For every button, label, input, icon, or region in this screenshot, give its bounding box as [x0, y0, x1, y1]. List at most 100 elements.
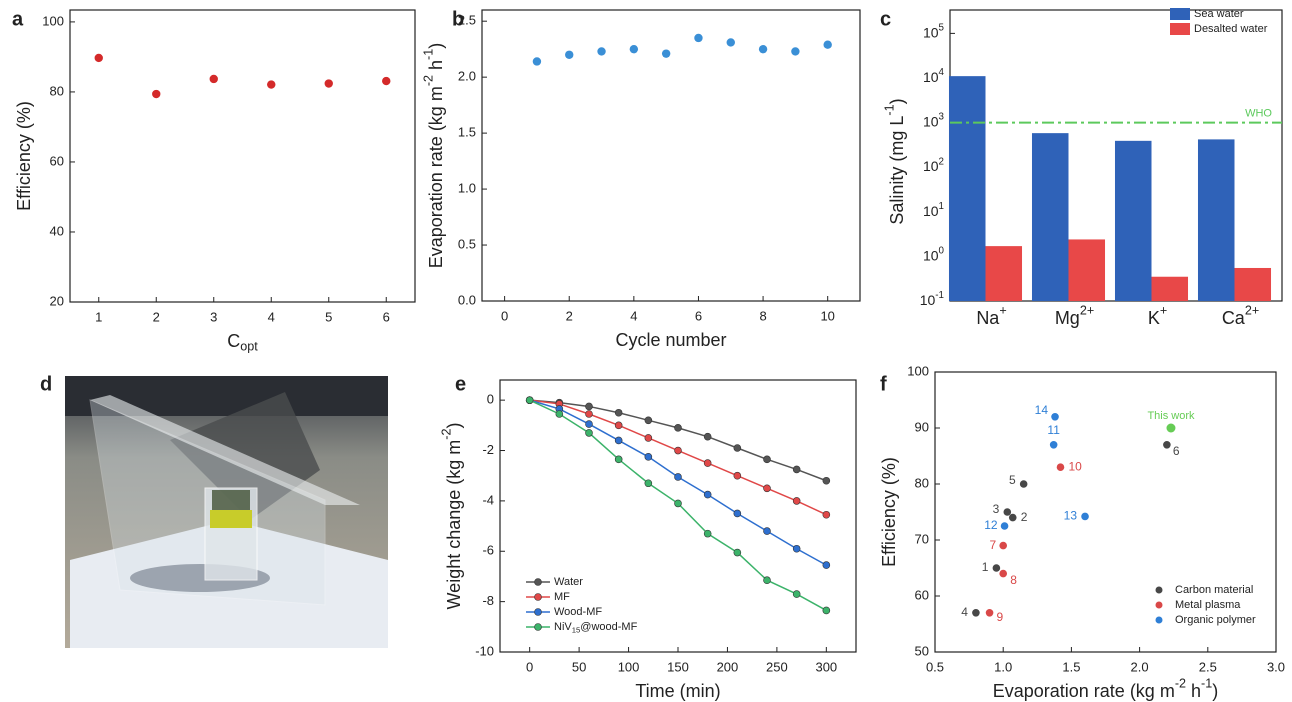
- point: [324, 79, 333, 88]
- marker: [822, 606, 831, 615]
- annotation: This work: [1147, 410, 1195, 422]
- x-tick-label: 50: [572, 659, 586, 674]
- text-part: 10: [920, 292, 936, 308]
- point: [629, 44, 639, 54]
- legend-label: Water: [554, 576, 583, 588]
- text-part: 10: [923, 69, 939, 85]
- legend-label: NiV15@wood-MF: [554, 621, 638, 634]
- point-label: 8: [1010, 573, 1017, 587]
- marker: [585, 402, 593, 411]
- text-part: ): [887, 98, 907, 104]
- text-part: Mg: [1055, 308, 1080, 328]
- y-tick-label: 20: [50, 293, 64, 308]
- marker: [703, 490, 712, 499]
- point: [758, 44, 768, 54]
- marker: [703, 432, 712, 441]
- line: [529, 399, 827, 482]
- x-tick-label: 4: [630, 308, 637, 323]
- legend-label: Organic polymer: [1175, 614, 1256, 626]
- text-part: +: [1160, 304, 1167, 318]
- text-part: -2: [1175, 677, 1186, 691]
- marker: [733, 509, 742, 518]
- point: [565, 50, 574, 59]
- panel-label: f: [880, 373, 887, 395]
- text-part: h: [426, 60, 446, 75]
- point: [267, 80, 276, 89]
- text-part: -2: [422, 75, 436, 86]
- x-tick-label: 8: [759, 308, 766, 323]
- x-tick-label: 6: [695, 308, 702, 323]
- x-axis-label: Evaporation rate (kg m-2 h-1): [993, 677, 1219, 701]
- marker: [644, 434, 653, 442]
- legend-marker: [534, 623, 542, 631]
- bar: [1234, 267, 1272, 301]
- point: [661, 49, 671, 58]
- marker: [792, 590, 801, 598]
- x-tick-label: 5: [325, 309, 332, 324]
- panel-label: c: [880, 8, 891, 30]
- text-part: 10: [923, 158, 939, 174]
- point: [1056, 463, 1065, 472]
- plot-frame: [481, 9, 861, 302]
- legend-label: Carbon material: [1175, 584, 1253, 596]
- point: [999, 541, 1007, 550]
- photo: [65, 376, 388, 648]
- x-tick-label: 1.5: [1062, 659, 1080, 674]
- point-label: 1: [982, 560, 989, 574]
- x-tick-label: Ca2+: [1222, 304, 1259, 328]
- panel-label: a: [12, 8, 24, 30]
- legend-label: Sea water: [1194, 8, 1244, 20]
- bar: [1031, 133, 1069, 301]
- x-axis-label: Copt: [227, 331, 258, 354]
- y-tick-label: -4: [482, 492, 494, 507]
- text-part: 2+: [1080, 304, 1094, 318]
- text-part: Evaporation rate (kg m: [993, 681, 1175, 701]
- x-tick-label: 100: [618, 659, 640, 674]
- point: [1000, 522, 1009, 530]
- point-label: 2: [1021, 510, 1028, 524]
- legend-marker: [1155, 586, 1163, 594]
- x-tick-label: 200: [717, 659, 739, 674]
- x-tick-label: K+: [1148, 304, 1167, 328]
- point: [597, 47, 606, 56]
- marker: [644, 453, 653, 461]
- text-part: 10: [923, 113, 939, 129]
- x-tick-label: 6: [383, 309, 390, 324]
- x-tick-label: Mg2+: [1055, 304, 1094, 328]
- point: [209, 74, 218, 84]
- marker: [674, 446, 682, 455]
- marker: [763, 527, 771, 535]
- marker: [674, 473, 682, 481]
- marker: [703, 459, 712, 467]
- point-label: 13: [1064, 509, 1078, 523]
- marker: [792, 497, 801, 505]
- marker: [733, 471, 742, 480]
- x-tick-label: 10: [820, 308, 834, 323]
- x-tick-label: 2: [153, 309, 160, 324]
- x-axis-label: Time (min): [635, 681, 720, 701]
- bar: [985, 246, 1023, 301]
- marker: [614, 408, 623, 417]
- text-part: -1: [935, 290, 944, 301]
- x-tick-label: 3.0: [1267, 659, 1285, 674]
- y-tick-label: 80: [50, 83, 64, 98]
- point: [823, 40, 832, 49]
- point: [1081, 512, 1089, 521]
- marker: [822, 561, 831, 569]
- marker: [674, 499, 682, 508]
- point-label: 11: [1047, 423, 1060, 437]
- panel-label: b: [452, 8, 464, 30]
- y-tick-label: -6: [482, 543, 494, 558]
- legend-marker: [1155, 616, 1163, 624]
- marker: [525, 396, 534, 404]
- x-tick-label: Na+: [976, 304, 1006, 328]
- y-tick-label: -10: [475, 643, 494, 658]
- marker: [822, 510, 831, 519]
- marker: [792, 544, 801, 553]
- y-tick-label: 1.5: [458, 125, 476, 140]
- text-part: 10: [923, 202, 939, 218]
- legend-swatch: [1170, 23, 1190, 35]
- marker: [792, 465, 801, 474]
- marker: [674, 424, 682, 432]
- text-part: ): [426, 43, 446, 49]
